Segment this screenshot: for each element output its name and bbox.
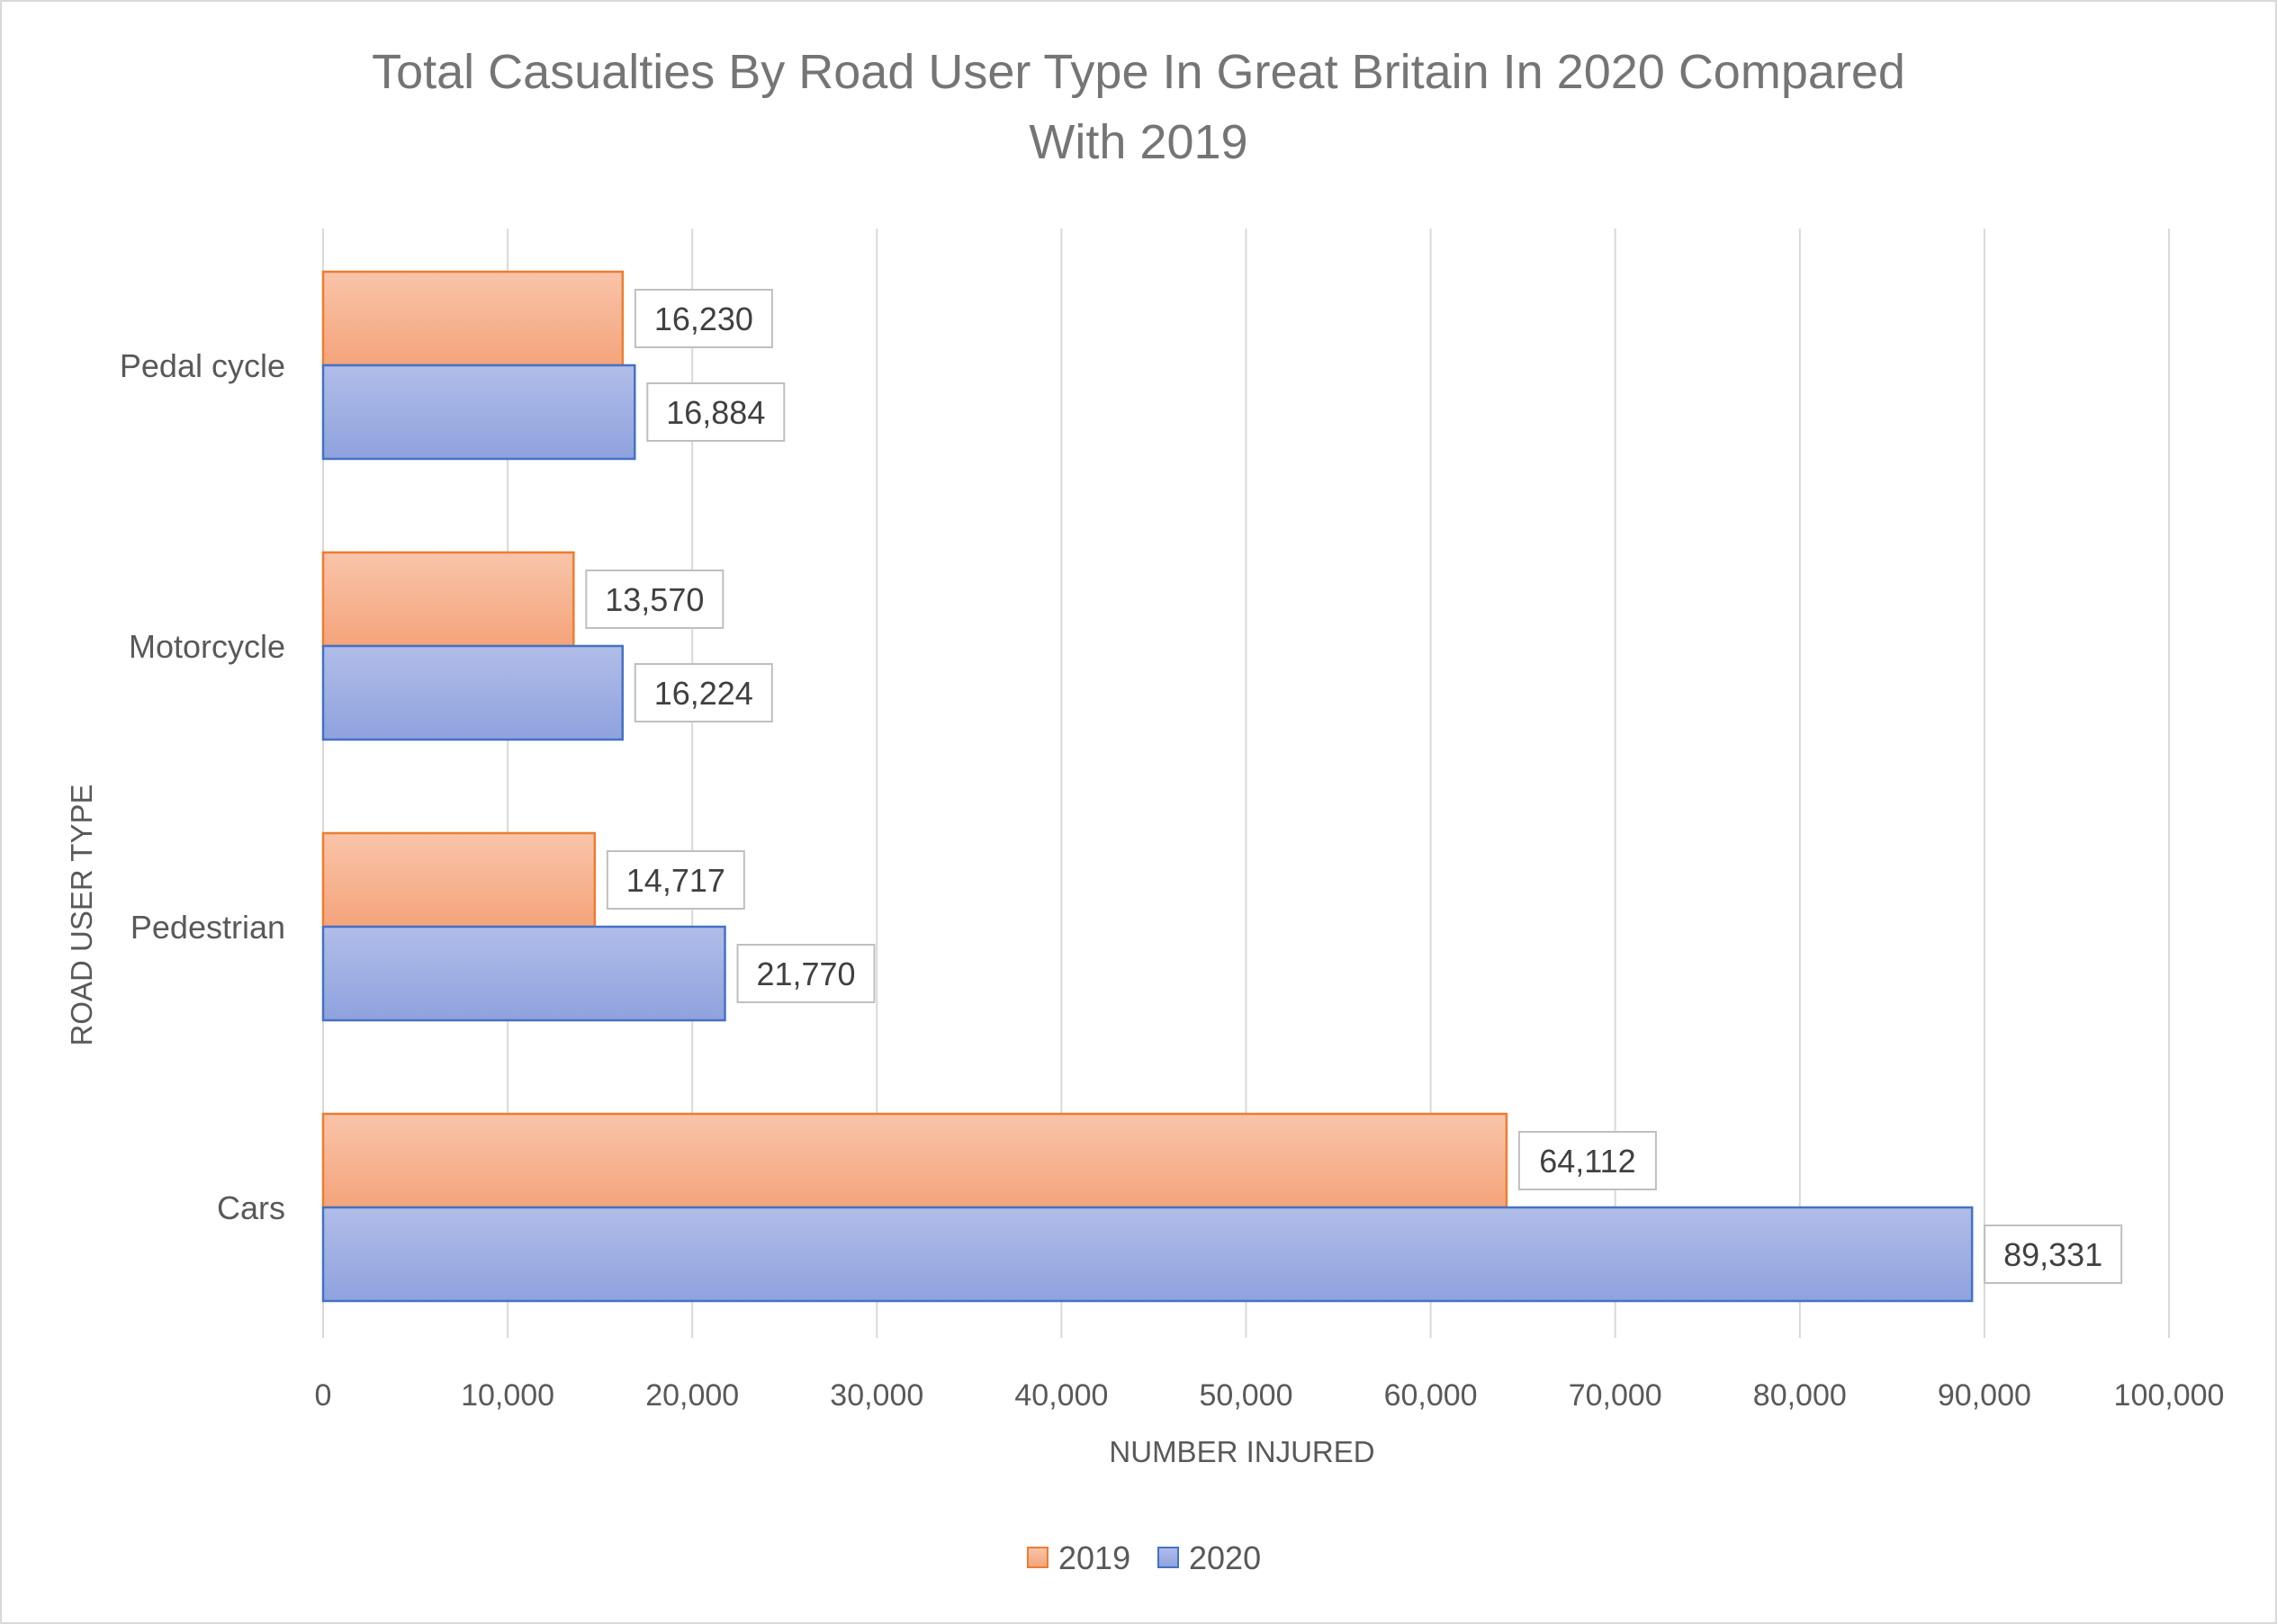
x-tick-label-30000: 30,000 xyxy=(830,1378,923,1413)
bar-2019-pedal-cycle xyxy=(321,270,625,367)
x-tick-label-20000: 20,000 xyxy=(645,1378,739,1413)
bar-2019-pedestrian xyxy=(321,831,597,929)
legend: 2019 2020 xyxy=(1027,1539,1261,1576)
category-label-pedal-cycle: Pedal cycle xyxy=(120,347,285,384)
bar-2020-motorcycle xyxy=(321,644,625,741)
legend-label-2020: 2020 xyxy=(1189,1539,1261,1576)
x-tick-label-70000: 70,000 xyxy=(1569,1378,1662,1413)
bar-2020-pedal-cycle xyxy=(321,363,636,461)
category-label-motorcycle: Motorcycle xyxy=(129,628,285,665)
y-axis-categories: Cars Pedestrian Motorcycle Pedal cycle xyxy=(120,347,285,1226)
bar-2019-motorcycle xyxy=(321,551,575,648)
data-label-box xyxy=(585,570,724,629)
data-label-text: 64,112 xyxy=(1539,1143,1635,1180)
data-label-2019-motorcycle: 13,570 xyxy=(585,570,724,629)
data-labels: 64,112 89,331 14,717 21,770 13,570 16,224 16,2… xyxy=(585,289,2123,1284)
x-tick-label-80000: 80,000 xyxy=(1753,1378,1847,1413)
chart-title-line-2: With 2019 xyxy=(1029,115,1247,169)
data-label-text: 14,717 xyxy=(626,862,725,899)
data-label-2020-cars: 89,331 xyxy=(1984,1225,2123,1284)
data-label-box xyxy=(736,944,876,1003)
legend-item-2019: 2019 xyxy=(1027,1539,1130,1576)
data-label-2020-pedestrian: 21,770 xyxy=(736,944,876,1003)
x-tick-label-40000: 40,000 xyxy=(1014,1378,1108,1413)
x-tick-label-0: 0 xyxy=(315,1378,332,1413)
data-label-box xyxy=(634,289,773,348)
data-label-text: 16,224 xyxy=(654,675,753,712)
x-axis-ticks: 0 10,000 20,000 30,000 40,000 50,000 60,000 70,… xyxy=(315,1378,2225,1413)
x-axis-title: NUMBER INJURED xyxy=(1109,1435,1374,1468)
data-label-2020-pedal-cycle: 16,884 xyxy=(646,382,786,442)
data-label-box xyxy=(1984,1225,2123,1284)
data-label-text: 21,770 xyxy=(756,956,855,992)
legend-item-2020: 2020 xyxy=(1157,1539,1261,1576)
data-label-box xyxy=(606,850,745,910)
data-label-text: 13,570 xyxy=(605,581,704,618)
data-label-box xyxy=(634,663,773,722)
data-label-2019-cars: 64,112 xyxy=(1517,1131,1657,1190)
legend-swatch-2019 xyxy=(1027,1547,1048,1568)
category-label-cars: Cars xyxy=(217,1189,285,1226)
legend-swatch-2020 xyxy=(1157,1547,1179,1568)
data-label-text: 16,230 xyxy=(654,301,753,337)
x-tick-label-10000: 10,000 xyxy=(461,1378,554,1413)
x-tick-label-90000: 90,000 xyxy=(1938,1378,2031,1413)
bars xyxy=(321,270,1974,1303)
data-label-2020-motorcycle: 16,224 xyxy=(634,663,773,722)
data-label-box xyxy=(646,382,786,442)
bar-2020-cars xyxy=(321,1206,1974,1303)
chart-title-line-1: Total Casualties By Road User Type In Gr… xyxy=(372,45,1905,99)
data-label-2019-pedal-cycle: 16,230 xyxy=(634,289,773,348)
category-label-pedestrian: Pedestrian xyxy=(130,909,285,946)
x-tick-label-60000: 60,000 xyxy=(1384,1378,1478,1413)
data-label-text: 16,884 xyxy=(666,394,765,431)
legend-label-2019: 2019 xyxy=(1058,1539,1130,1576)
data-label-box xyxy=(1517,1131,1657,1190)
bar-2019-cars xyxy=(321,1112,1508,1209)
chart-title: Total Casualties By Road User Type In Gr… xyxy=(372,45,1905,169)
data-label-2019-pedestrian: 14,717 xyxy=(606,850,745,910)
data-label-text: 89,331 xyxy=(2003,1236,2102,1273)
x-tick-label-100000: 100,000 xyxy=(2114,1378,2225,1413)
x-tick-label-50000: 50,000 xyxy=(1200,1378,1293,1413)
y-axis-title: ROAD USER TYPE xyxy=(65,785,98,1046)
bar-2020-pedestrian xyxy=(321,925,726,1022)
